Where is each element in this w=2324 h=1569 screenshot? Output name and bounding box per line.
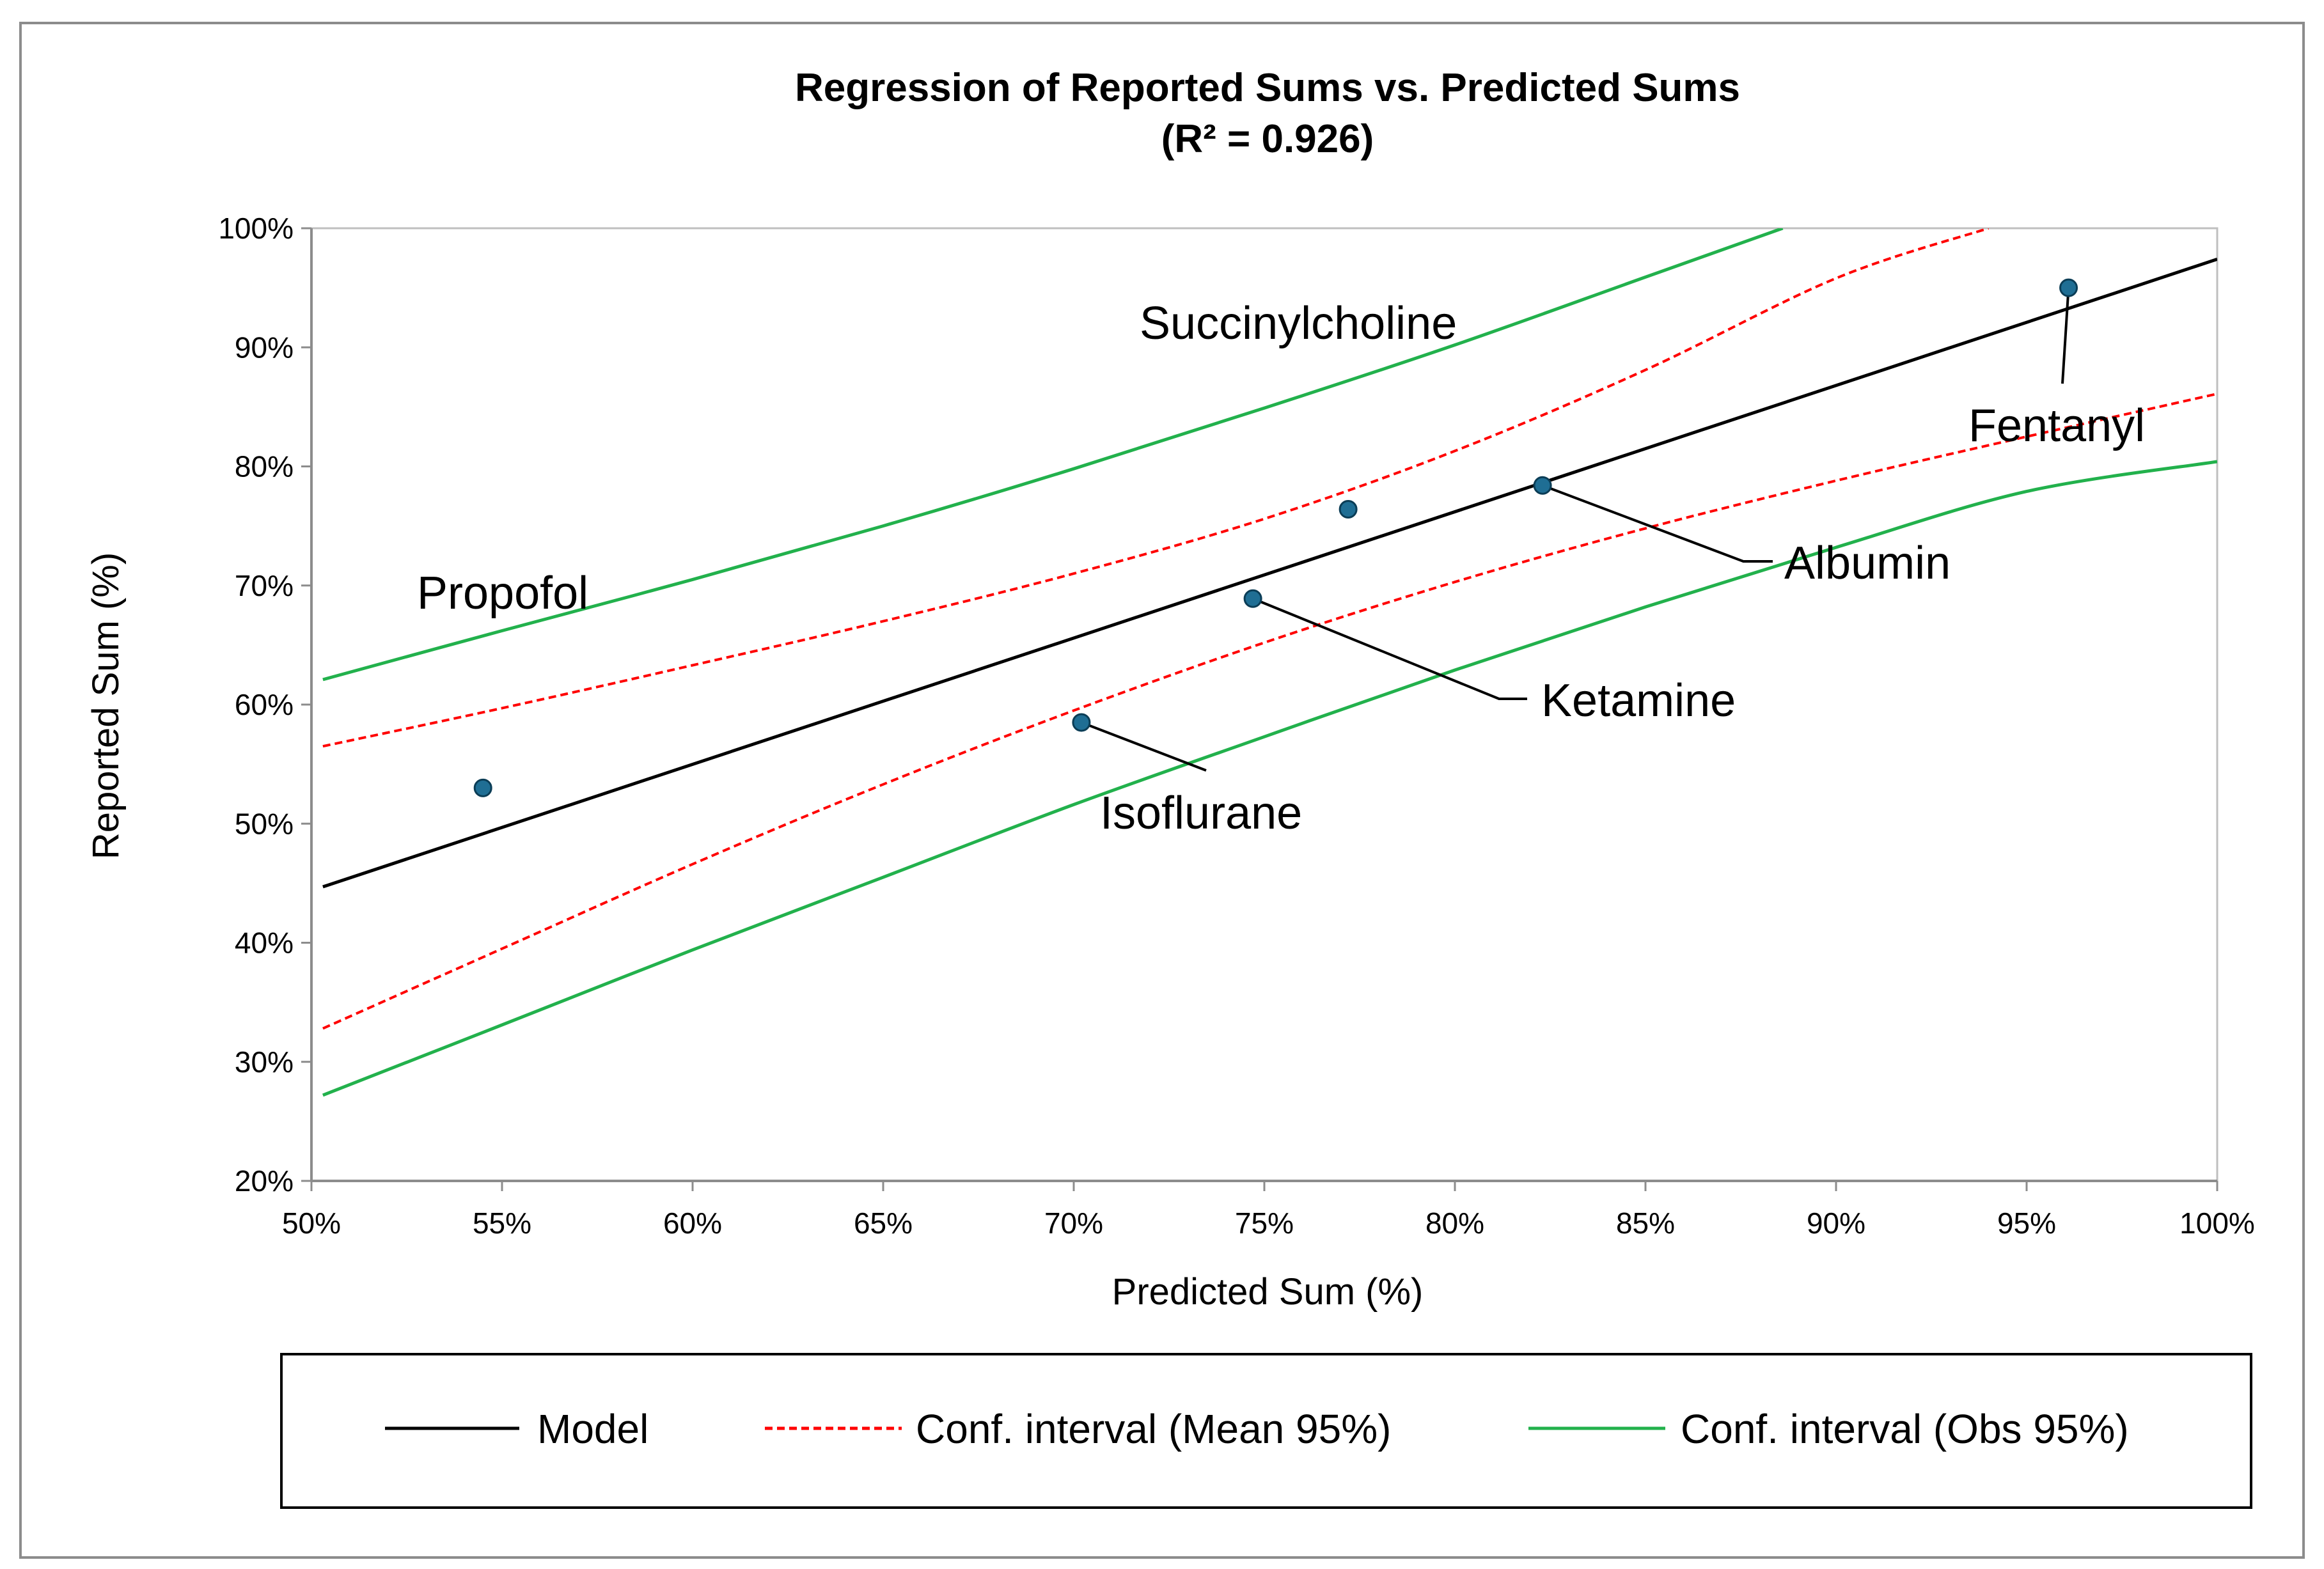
chart-subtitle: (R² = 0.926) xyxy=(1161,117,1374,161)
legend-label-obs-ci: Conf. interval (Obs 95%) xyxy=(1681,1406,2129,1452)
x-tick-label: 90% xyxy=(1807,1206,1865,1240)
data-point xyxy=(475,779,491,796)
legend: Model Conf. interval (Mean 95%) Conf. in… xyxy=(281,1354,2251,1508)
y-tick-label: 80% xyxy=(235,450,294,483)
x-tick-label: 95% xyxy=(1997,1206,2056,1240)
y-tick-label: 50% xyxy=(235,807,294,840)
data-label: Isoflurane xyxy=(1100,788,1302,839)
x-tick-label: 75% xyxy=(1235,1206,1294,1240)
legend-label-model: Model xyxy=(537,1406,648,1452)
data-label: Fentanyl xyxy=(1968,400,2145,451)
y-tick-label: 40% xyxy=(235,926,294,960)
y-tick-label: 100% xyxy=(218,212,294,245)
y-tick-label: 30% xyxy=(235,1045,294,1079)
y-tick-label: 70% xyxy=(235,569,294,602)
data-label: Propofol xyxy=(417,568,588,619)
y-tick-label: 60% xyxy=(235,688,294,721)
data-label: Albumin xyxy=(1784,538,1951,589)
data-point xyxy=(1534,477,1551,494)
chart-title: Regression of Reported Sums vs. Predicte… xyxy=(795,66,1740,110)
y-tick-label: 90% xyxy=(235,331,294,364)
x-axis-title: Predicted Sum (%) xyxy=(1112,1271,1424,1313)
x-tick-label: 50% xyxy=(282,1206,341,1240)
data-point xyxy=(1340,501,1356,518)
x-tick-label: 80% xyxy=(1425,1206,1484,1240)
x-tick-label: 55% xyxy=(473,1206,531,1240)
x-tick-label: 65% xyxy=(854,1206,913,1240)
data-label: Succinylcholine xyxy=(1140,298,1457,349)
data-label: Ketamine xyxy=(1541,675,1736,726)
legend-label-mean-ci: Conf. interval (Mean 95%) xyxy=(916,1406,1391,1452)
data-point xyxy=(2061,279,2077,296)
x-tick-label: 70% xyxy=(1044,1206,1103,1240)
x-tick-label: 85% xyxy=(1616,1206,1675,1240)
data-point xyxy=(1244,590,1261,607)
y-tick-label: 20% xyxy=(235,1164,294,1198)
y-axis-title: Reported Sum (%) xyxy=(85,552,127,859)
x-tick-label: 100% xyxy=(2179,1206,2255,1240)
x-tick-label: 60% xyxy=(663,1206,722,1240)
data-point xyxy=(1073,714,1090,731)
